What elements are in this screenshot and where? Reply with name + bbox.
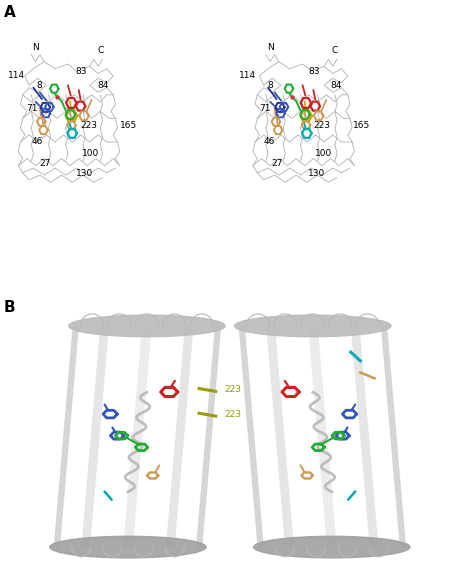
Text: 165: 165 [120,121,137,130]
Text: 223: 223 [224,385,241,395]
Text: 46: 46 [264,137,275,146]
Text: 84: 84 [330,81,341,90]
Text: 130: 130 [308,169,325,178]
Text: 223: 223 [224,410,241,419]
Text: C: C [332,45,338,55]
Text: 8: 8 [267,81,273,90]
Text: 223: 223 [81,121,98,130]
Ellipse shape [235,315,391,337]
Text: 100: 100 [82,149,100,158]
Text: 83: 83 [76,67,87,76]
Text: 46: 46 [31,137,43,146]
Text: 71: 71 [259,104,270,112]
Text: 27: 27 [39,159,51,168]
Text: A: A [4,5,16,20]
Text: 165: 165 [353,121,370,130]
Text: 114: 114 [8,71,25,80]
Text: 223: 223 [313,121,330,130]
Text: B: B [4,300,16,315]
Text: 83: 83 [308,67,319,76]
Text: C: C [97,45,103,55]
Text: 130: 130 [76,169,93,178]
Text: 71: 71 [27,104,38,112]
Text: N: N [267,43,273,52]
Text: 8: 8 [36,81,42,90]
Ellipse shape [254,536,410,558]
Text: N: N [32,43,39,52]
Ellipse shape [50,536,206,558]
Text: 114: 114 [239,71,256,80]
Text: 27: 27 [272,159,283,168]
Ellipse shape [69,315,225,337]
Text: 84: 84 [98,81,109,90]
Text: 100: 100 [315,149,332,158]
